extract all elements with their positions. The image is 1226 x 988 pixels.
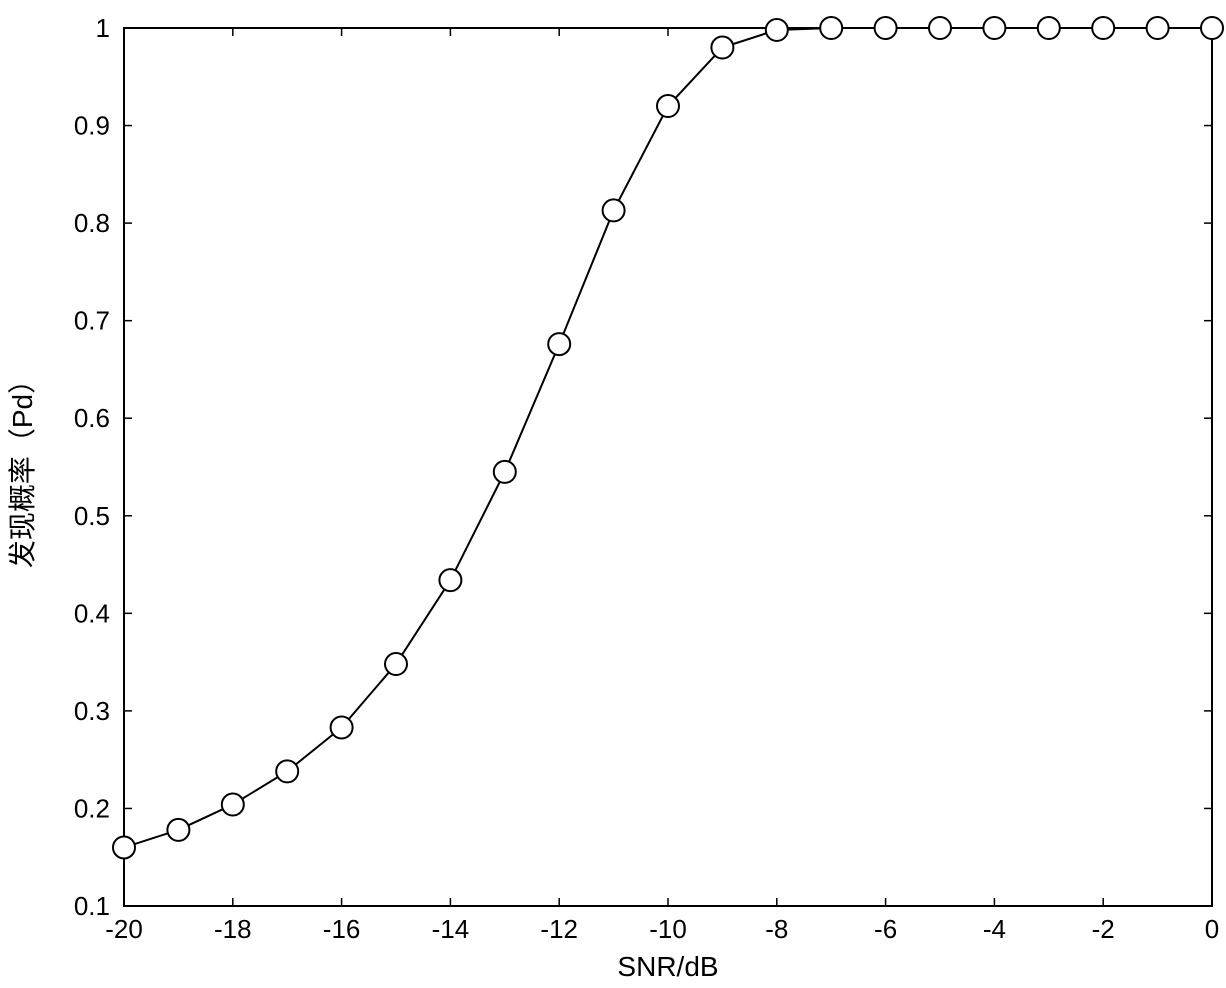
y-tick-label: 0.5	[74, 501, 110, 531]
series-marker	[875, 17, 897, 39]
y-tick-label: 0.8	[74, 208, 110, 238]
series-marker	[820, 17, 842, 39]
y-tick-label: 0.4	[74, 598, 110, 628]
series-marker	[439, 569, 461, 591]
series-marker	[276, 760, 298, 782]
x-tick-label: -20	[105, 914, 143, 944]
x-tick-label: -16	[323, 914, 361, 944]
series-marker	[603, 199, 625, 221]
series-marker	[331, 716, 353, 738]
chart-container: -20-18-16-14-12-10-8-6-4-200.10.20.30.40…	[0, 0, 1226, 988]
y-tick-label: 0.1	[74, 891, 110, 921]
y-tick-label: 0.2	[74, 793, 110, 823]
x-tick-label: -14	[432, 914, 470, 944]
y-tick-label: 0.9	[74, 111, 110, 141]
y-axis-label: 发现概率（Pd）	[7, 366, 38, 568]
x-tick-label: -4	[983, 914, 1006, 944]
x-tick-label: -12	[540, 914, 578, 944]
y-tick-label: 0.3	[74, 696, 110, 726]
series-marker	[1147, 17, 1169, 39]
series-marker	[167, 819, 189, 841]
series-marker	[1038, 17, 1060, 39]
series-marker	[1201, 17, 1223, 39]
x-tick-label: -6	[874, 914, 897, 944]
series-marker	[222, 794, 244, 816]
series-marker	[548, 333, 570, 355]
series-marker	[494, 461, 516, 483]
series-marker	[711, 37, 733, 59]
series-marker	[1092, 17, 1114, 39]
x-tick-label: -18	[214, 914, 252, 944]
x-tick-label: -2	[1092, 914, 1115, 944]
series-marker	[385, 653, 407, 675]
x-tick-label: -8	[765, 914, 788, 944]
chart-svg: -20-18-16-14-12-10-8-6-4-200.10.20.30.40…	[0, 0, 1226, 988]
y-tick-label: 0.6	[74, 403, 110, 433]
series-marker	[113, 836, 135, 858]
x-tick-label: 0	[1205, 914, 1219, 944]
x-axis-label: SNR/dB	[617, 951, 718, 982]
series-marker	[766, 19, 788, 41]
y-tick-label: 0.7	[74, 306, 110, 336]
series-marker	[657, 95, 679, 117]
y-tick-label: 1	[96, 13, 110, 43]
x-tick-label: -10	[649, 914, 687, 944]
series-marker	[983, 17, 1005, 39]
series-marker	[929, 17, 951, 39]
